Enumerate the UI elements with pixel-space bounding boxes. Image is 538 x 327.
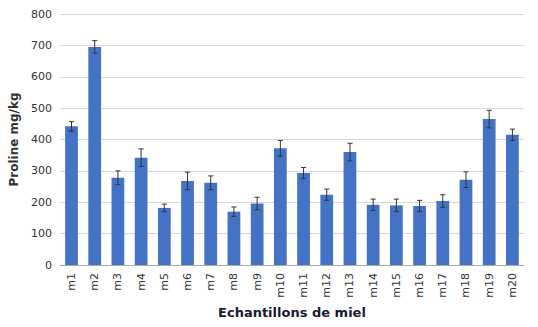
svg-text:m15: m15 [390, 273, 403, 298]
svg-text:m5: m5 [158, 273, 171, 291]
svg-text:m14: m14 [367, 273, 380, 298]
svg-text:m3: m3 [111, 273, 124, 291]
svg-text:m6: m6 [181, 273, 194, 291]
svg-text:m13: m13 [343, 273, 356, 298]
svg-text:500: 500 [31, 102, 52, 115]
svg-text:700: 700 [31, 39, 52, 52]
svg-text:400: 400 [31, 133, 52, 146]
svg-text:m17: m17 [436, 273, 449, 298]
svg-text:m11: m11 [297, 273, 310, 298]
svg-text:100: 100 [31, 227, 52, 240]
svg-text:m20: m20 [506, 273, 519, 298]
svg-text:Proline mg/kg: Proline mg/kg [7, 92, 21, 186]
svg-text:m4: m4 [135, 273, 148, 291]
svg-text:m7: m7 [204, 273, 217, 291]
svg-text:m2: m2 [88, 273, 101, 291]
svg-text:m12: m12 [320, 273, 333, 298]
svg-text:m19: m19 [483, 273, 496, 298]
svg-text:m18: m18 [459, 273, 472, 298]
svg-text:0: 0 [45, 259, 52, 272]
svg-text:m8: m8 [227, 273, 240, 291]
svg-text:600: 600 [31, 70, 52, 83]
svg-text:m16: m16 [413, 273, 426, 298]
svg-text:200: 200 [31, 196, 52, 209]
svg-text:m1: m1 [65, 273, 78, 291]
svg-text:m10: m10 [274, 273, 287, 298]
svg-text:800: 800 [31, 8, 52, 21]
svg-text:300: 300 [31, 164, 52, 177]
svg-text:m9: m9 [251, 273, 264, 291]
svg-text:Echantillons de miel: Echantillons de miel [218, 305, 366, 320]
